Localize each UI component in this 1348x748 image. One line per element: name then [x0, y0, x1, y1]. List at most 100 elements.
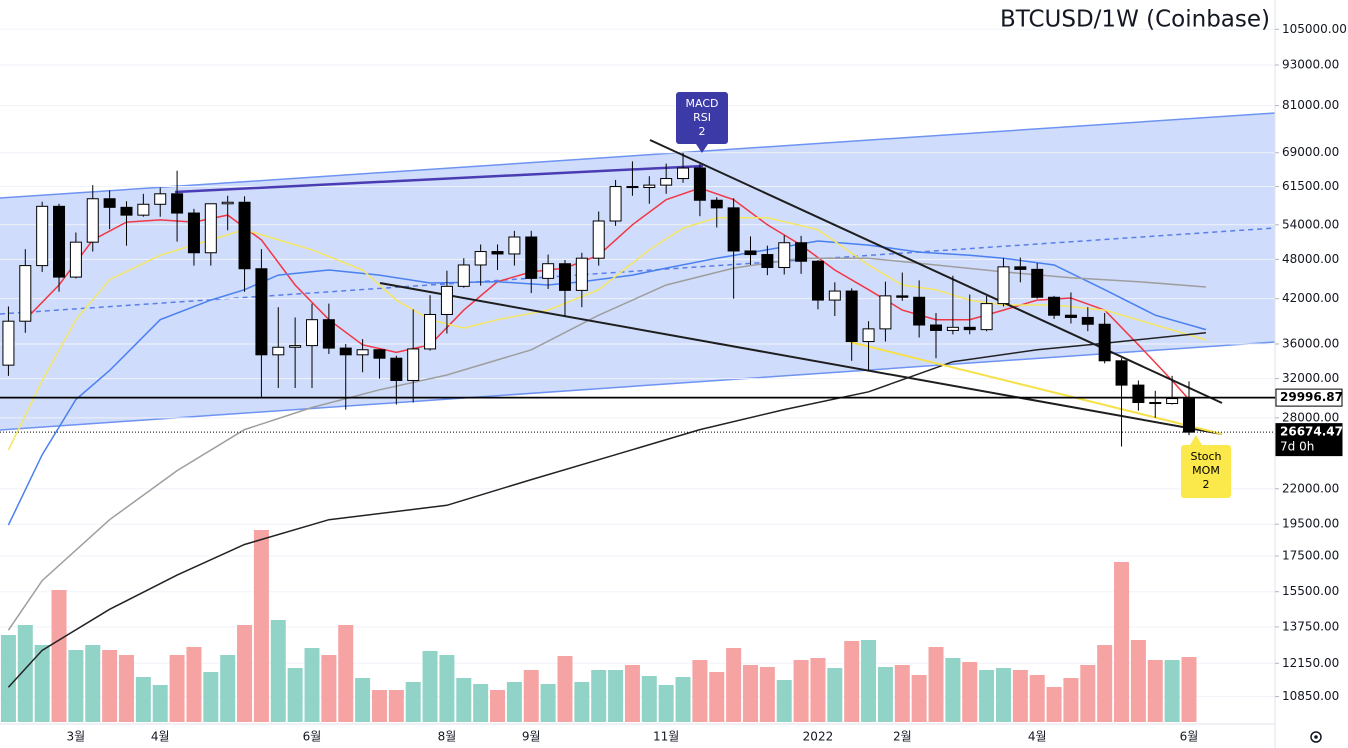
candle-body: [997, 266, 1010, 305]
volume-bar: [270, 620, 286, 722]
volume-bar: [726, 648, 742, 722]
candle-body: [390, 357, 403, 381]
candle-body: [289, 345, 302, 348]
candle-body: [879, 295, 892, 330]
volume-bar: [624, 665, 640, 722]
volume-bar: [692, 660, 708, 722]
volume-bar: [473, 684, 489, 722]
candle-body: [1149, 402, 1162, 405]
y-tick-label: 17500.00: [1282, 549, 1339, 563]
candle-body: [19, 265, 32, 322]
volume-bar: [51, 590, 67, 722]
volume-bar: [102, 650, 118, 722]
volume-bar: [1046, 687, 1062, 722]
candle-body: [761, 254, 774, 268]
candle-body: [1064, 314, 1077, 318]
candle-body: [424, 313, 437, 350]
volume-bar: [490, 690, 506, 722]
candle-body: [1132, 384, 1145, 404]
gear-center[interactable]: [1314, 735, 1318, 739]
volume-bar: [220, 655, 236, 722]
x-tick-label: 2월: [893, 730, 912, 744]
volume-bar: [237, 625, 253, 722]
gear[interactable]: [1310, 731, 1322, 743]
candle-body: [491, 251, 504, 255]
volume-bar: [877, 667, 893, 722]
candle-body: [103, 198, 116, 208]
volume-bar: [608, 670, 624, 722]
volume-bar: [1080, 665, 1096, 722]
candle-body: [474, 251, 487, 266]
volume-bar: [911, 675, 927, 722]
x-tick-label: 3월: [67, 730, 86, 744]
settings-icon[interactable]: [1310, 731, 1322, 743]
price-label-note: 7d 0h: [1280, 440, 1314, 454]
x-tick-label: 6월: [303, 730, 322, 744]
volume-bar: [186, 647, 202, 722]
volume-bar: [304, 648, 320, 722]
candle-body: [440, 285, 453, 315]
candle-body: [862, 328, 875, 343]
x-tick-label: 8월: [438, 730, 457, 744]
volume-bar: [658, 685, 674, 722]
candle-body: [120, 206, 133, 216]
volume-bar: [68, 650, 84, 722]
volume-bar: [1029, 675, 1045, 722]
volume-bar: [422, 651, 438, 722]
y-tick-label: 61500.00: [1282, 179, 1339, 193]
volume-bar: [827, 668, 843, 722]
candle-body: [744, 250, 757, 256]
channel-fill: [0, 113, 1275, 430]
volume-bar: [759, 667, 775, 722]
x-tick-label: 4월: [151, 730, 170, 744]
volume-bar: [169, 655, 185, 722]
volume-bar: [388, 690, 404, 722]
volume-bar: [253, 530, 269, 722]
y-tick-label: 15500.00: [1282, 584, 1339, 598]
volume-bar: [321, 655, 337, 722]
candle-body: [896, 295, 909, 298]
candle-body: [1014, 266, 1027, 270]
candle-body: [373, 349, 386, 359]
volume-bar: [1114, 562, 1130, 722]
volume-bar: [203, 672, 219, 722]
y-tick-label: 19500.00: [1282, 517, 1339, 531]
candle-body: [811, 260, 824, 301]
flag-text: 2: [1203, 478, 1210, 491]
y-tick-label: 13750.00: [1282, 619, 1339, 633]
y-tick-label: 69000.00: [1282, 145, 1339, 159]
volume-bar: [1164, 660, 1180, 722]
y-tick-label: 105000.00: [1282, 22, 1347, 36]
y-tick-label: 28000.00: [1282, 410, 1339, 424]
candle-body: [930, 324, 943, 331]
flag-text: MACD: [686, 97, 719, 110]
drawings: [0, 112, 1276, 431]
x-tick-label: 4월: [1028, 730, 1047, 744]
trendlines: [174, 139, 1223, 435]
volume-bar: [557, 656, 573, 722]
candle-body: [322, 319, 335, 349]
flag-text: Stoch: [1190, 450, 1221, 463]
candle-body: [407, 348, 420, 381]
chart-title: BTCUSD/1W (Coinbase): [1000, 7, 1270, 33]
y-tick-label: 42000.00: [1282, 291, 1339, 305]
volume-bar: [1147, 660, 1163, 722]
candle-body: [69, 241, 82, 278]
candle-body: [913, 296, 926, 326]
y-tick-label: 32000.00: [1282, 371, 1339, 385]
candle-body: [508, 236, 521, 255]
candle-body: [575, 257, 588, 291]
price-label-box: [1275, 388, 1343, 407]
candle-body: [558, 263, 571, 291]
volume-bar: [1130, 640, 1146, 722]
candle-body: [1098, 323, 1111, 362]
volume-bar: [776, 680, 792, 722]
volume-bar: [85, 645, 101, 722]
candle-body: [677, 167, 690, 180]
x-tick-label: 6월: [1180, 730, 1199, 744]
candle-body: [693, 167, 706, 201]
volume-bar: [118, 655, 134, 722]
candle-body: [946, 326, 959, 331]
